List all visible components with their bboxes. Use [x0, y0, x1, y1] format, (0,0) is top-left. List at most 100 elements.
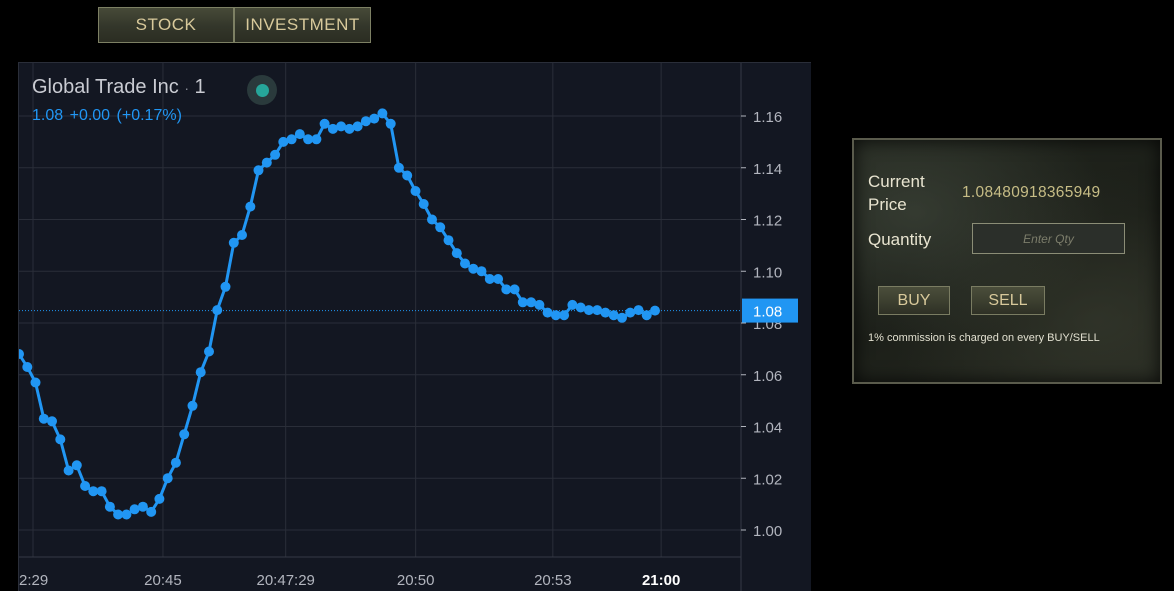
price-point — [550, 310, 561, 321]
current-price-label: Current Price — [868, 170, 925, 216]
price-point — [121, 509, 132, 520]
quantity-label: Quantity — [868, 230, 932, 249]
price-point — [393, 162, 404, 173]
last-price-badge — [742, 298, 798, 323]
price-point — [179, 429, 190, 440]
buy-button[interactable]: BUY — [878, 286, 950, 315]
price-point — [460, 258, 470, 269]
price-point — [30, 377, 41, 388]
price-point — [71, 460, 82, 471]
price-point — [129, 504, 140, 515]
price-point — [493, 274, 504, 284]
legend-separator: · — [184, 80, 189, 96]
price-point — [80, 481, 91, 491]
price-point — [650, 305, 660, 316]
price-point — [55, 434, 66, 445]
x-tick-label: 20:45 — [144, 572, 182, 589]
current-price-label-line1: Current — [868, 172, 925, 191]
price-point — [625, 307, 636, 318]
y-tick-label: 1.12 — [753, 213, 782, 230]
price-point — [542, 307, 553, 318]
price-point — [212, 305, 223, 316]
price-point — [104, 501, 115, 512]
price-point — [88, 486, 99, 497]
commission-note: 1% commission is charged on every BUY/SE… — [868, 332, 1100, 344]
price-point — [22, 362, 33, 372]
price-point — [369, 113, 380, 124]
price-point — [47, 416, 57, 427]
price-point — [509, 284, 520, 295]
price-point — [261, 157, 272, 168]
price-point — [534, 299, 545, 310]
interval-label: 1 — [194, 76, 206, 98]
price-point — [600, 307, 611, 318]
price-point — [592, 305, 603, 316]
price-point — [451, 248, 462, 259]
price-point — [63, 465, 74, 476]
x-tick-label: 21:00 — [642, 572, 680, 589]
market-status-indicator — [247, 75, 277, 105]
price-point — [567, 299, 578, 310]
current-price-value: 1.08480918365949 — [962, 184, 1101, 201]
x-tick-label: 20:53 — [534, 572, 572, 589]
price-point — [385, 118, 396, 129]
price-point — [137, 501, 148, 512]
price-point — [245, 201, 256, 212]
price-point — [228, 237, 239, 248]
chart-legend-values: 1.08 +0.00 (+0.17%) — [32, 107, 182, 125]
last-price-badge-label: 1.08 — [753, 304, 782, 321]
quantity-input[interactable] — [972, 223, 1125, 254]
price-point — [633, 305, 644, 316]
price-point — [617, 312, 627, 323]
y-tick-label: 1.04 — [753, 420, 782, 437]
price-point — [311, 134, 322, 145]
price-point — [427, 214, 437, 225]
price-point — [294, 129, 305, 140]
price-point — [187, 400, 198, 411]
y-tick-label: 1.14 — [753, 161, 782, 178]
price-point — [360, 116, 371, 127]
status-dot-icon — [255, 83, 269, 97]
price-point — [253, 165, 264, 176]
y-tick-label: 1.00 — [753, 523, 782, 540]
chart-legend-title: Global Trade Inc · 1 — [32, 76, 206, 99]
price-point — [583, 305, 594, 316]
price-point — [170, 457, 181, 468]
price-point — [468, 263, 479, 274]
price-point — [575, 302, 586, 313]
y-tick-label: 1.10 — [753, 264, 782, 281]
price-point — [377, 108, 388, 119]
price-point — [19, 349, 24, 359]
chart-canvas[interactable]: 1.00 1.02 1.04 1.06 1.08 1.10 1.12 1.14 1.16 2:29… — [19, 63, 811, 591]
price-chart[interactable]: 1.00 1.02 1.04 1.06 1.08 1.10 1.12 1.14 1.16 2:29… — [18, 62, 811, 591]
x-tick-label: 2:29 — [19, 572, 48, 589]
price-point — [278, 136, 289, 147]
legend-price: 1.08 — [32, 107, 64, 124]
price-point — [162, 473, 173, 484]
price-point — [559, 310, 570, 321]
price-point — [526, 297, 537, 308]
price-point — [344, 123, 355, 134]
price-point — [402, 170, 413, 181]
price-point — [319, 118, 330, 129]
price-point — [336, 121, 347, 132]
price-point — [435, 222, 446, 233]
legend-change-pct: (+0.17%) — [116, 107, 182, 124]
price-point — [641, 310, 652, 321]
price-point — [113, 509, 124, 520]
sell-button[interactable]: SELL — [971, 286, 1045, 315]
price-point — [146, 506, 157, 517]
symbol-name: Global Trade Inc — [32, 76, 179, 98]
price-point — [237, 230, 247, 240]
tab-stock[interactable]: STOCK — [98, 7, 234, 43]
x-tick-label: 20:50 — [397, 572, 435, 589]
top-tabs: STOCK INVESTMENT — [98, 7, 371, 43]
price-point — [220, 281, 231, 292]
y-tick-label: 1.02 — [753, 471, 782, 488]
price-point — [352, 121, 363, 132]
price-point — [476, 266, 487, 277]
price-point — [501, 284, 512, 295]
tab-investment[interactable]: INVESTMENT — [234, 7, 371, 43]
y-tick-label: 1.06 — [753, 368, 782, 385]
price-point — [38, 413, 49, 424]
